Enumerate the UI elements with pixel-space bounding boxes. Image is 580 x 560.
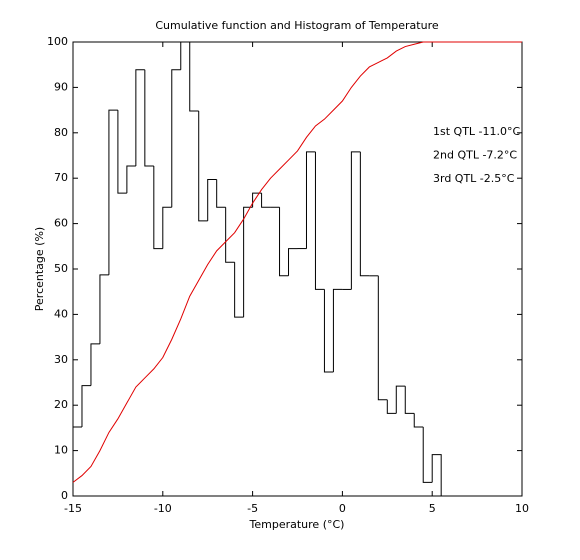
histogram-bin [422, 426, 433, 483]
y-tick-label: 60 [54, 217, 68, 230]
histogram-bin [99, 274, 109, 344]
annotation: 1st QTL -11.0°C [433, 125, 521, 138]
histogram-bin [323, 289, 334, 373]
histogram-bin [144, 69, 154, 167]
histogram-bin [404, 386, 415, 414]
histogram-bin [413, 413, 424, 428]
x-axis-label: Temperature (°C) [249, 518, 345, 531]
histogram-bin [305, 151, 316, 249]
histogram-bin [225, 207, 235, 263]
histogram-bin [153, 165, 163, 250]
histogram-bin [395, 385, 406, 414]
histogram-bin [180, 41, 190, 70]
histogram-bin [234, 262, 244, 318]
y-axis-label: Percentage (%) [33, 227, 46, 311]
histogram-bin [261, 193, 271, 208]
annotation: 2nd QTL -7.2°C [433, 149, 517, 162]
histogram-bin [350, 151, 361, 290]
y-tick-label: 0 [61, 489, 68, 502]
histogram-bin [126, 165, 136, 194]
histogram-bin [189, 42, 199, 112]
chart-title: Cumulative function and Histogram of Tem… [155, 19, 438, 32]
histogram-bin [117, 110, 127, 194]
histogram-bin [332, 288, 343, 373]
histogram-bin [135, 69, 145, 166]
histogram-bin [108, 109, 118, 275]
histogram-bin [288, 248, 298, 276]
plot-frame [72, 41, 523, 497]
y-tick-label: 90 [54, 80, 68, 93]
histogram-bin [216, 179, 226, 208]
y-tick-label: 40 [54, 307, 68, 320]
y-tick-label: 100 [47, 35, 68, 48]
histogram-bin [81, 385, 91, 427]
annotation: 3rd QTL -2.5°C [433, 172, 515, 185]
x-tick-label: 5 [429, 502, 436, 515]
y-tick-label: 70 [54, 171, 68, 184]
histogram-bin [198, 111, 208, 222]
x-tick-label: 0 [339, 502, 346, 515]
x-tick-label: -10 [154, 502, 172, 515]
x-tick-label: 10 [515, 502, 529, 515]
histogram-bin [207, 179, 217, 221]
histogram-bin [72, 426, 82, 496]
histogram-bin [431, 454, 442, 496]
y-tick-label: 20 [54, 398, 68, 411]
histogram-bin [377, 275, 388, 401]
histogram-bin [162, 206, 172, 249]
y-tick-label: 80 [54, 126, 68, 139]
x-tick-label: -15 [64, 502, 82, 515]
histogram-bin [171, 69, 181, 208]
histogram-bin [279, 207, 289, 277]
y-tick-label: 50 [54, 262, 68, 275]
y-tick-label: 10 [54, 444, 68, 457]
histogram-bin [314, 151, 325, 290]
x-tick-label: -5 [247, 502, 258, 515]
histogram-bin [243, 206, 253, 318]
y-tick-label: 30 [54, 353, 68, 366]
histogram-bin [90, 343, 100, 386]
cumulative-line [72, 41, 522, 483]
histogram-bin [386, 399, 397, 414]
histogram-bin [359, 151, 370, 277]
